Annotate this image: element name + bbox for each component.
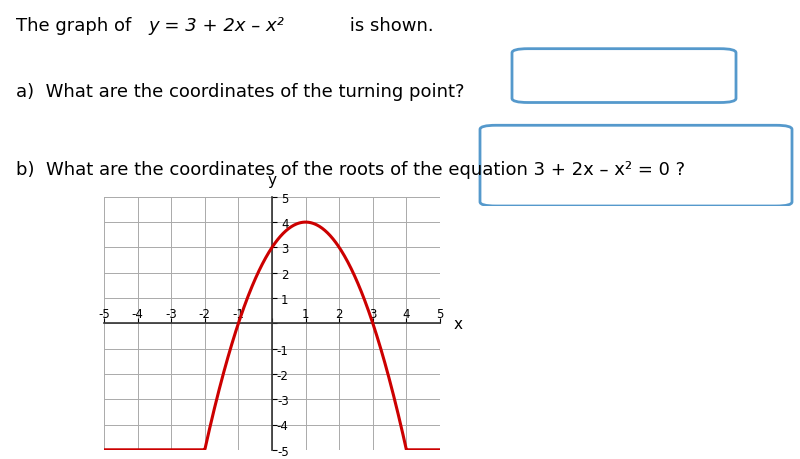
Text: y = 3 + 2x – x²: y = 3 + 2x – x² — [148, 17, 284, 34]
Text: y: y — [267, 172, 277, 187]
Text: b)  What are the coordinates of the roots of the equation 3 + 2x – x² = 0 ?: b) What are the coordinates of the roots… — [16, 161, 685, 179]
FancyBboxPatch shape — [480, 126, 792, 207]
Text: is shown.: is shown. — [344, 17, 434, 34]
Text: The graph of: The graph of — [16, 17, 137, 34]
FancyBboxPatch shape — [512, 50, 736, 103]
Text: a)  What are the coordinates of the turning point?: a) What are the coordinates of the turni… — [16, 83, 465, 101]
Text: x: x — [454, 316, 462, 331]
